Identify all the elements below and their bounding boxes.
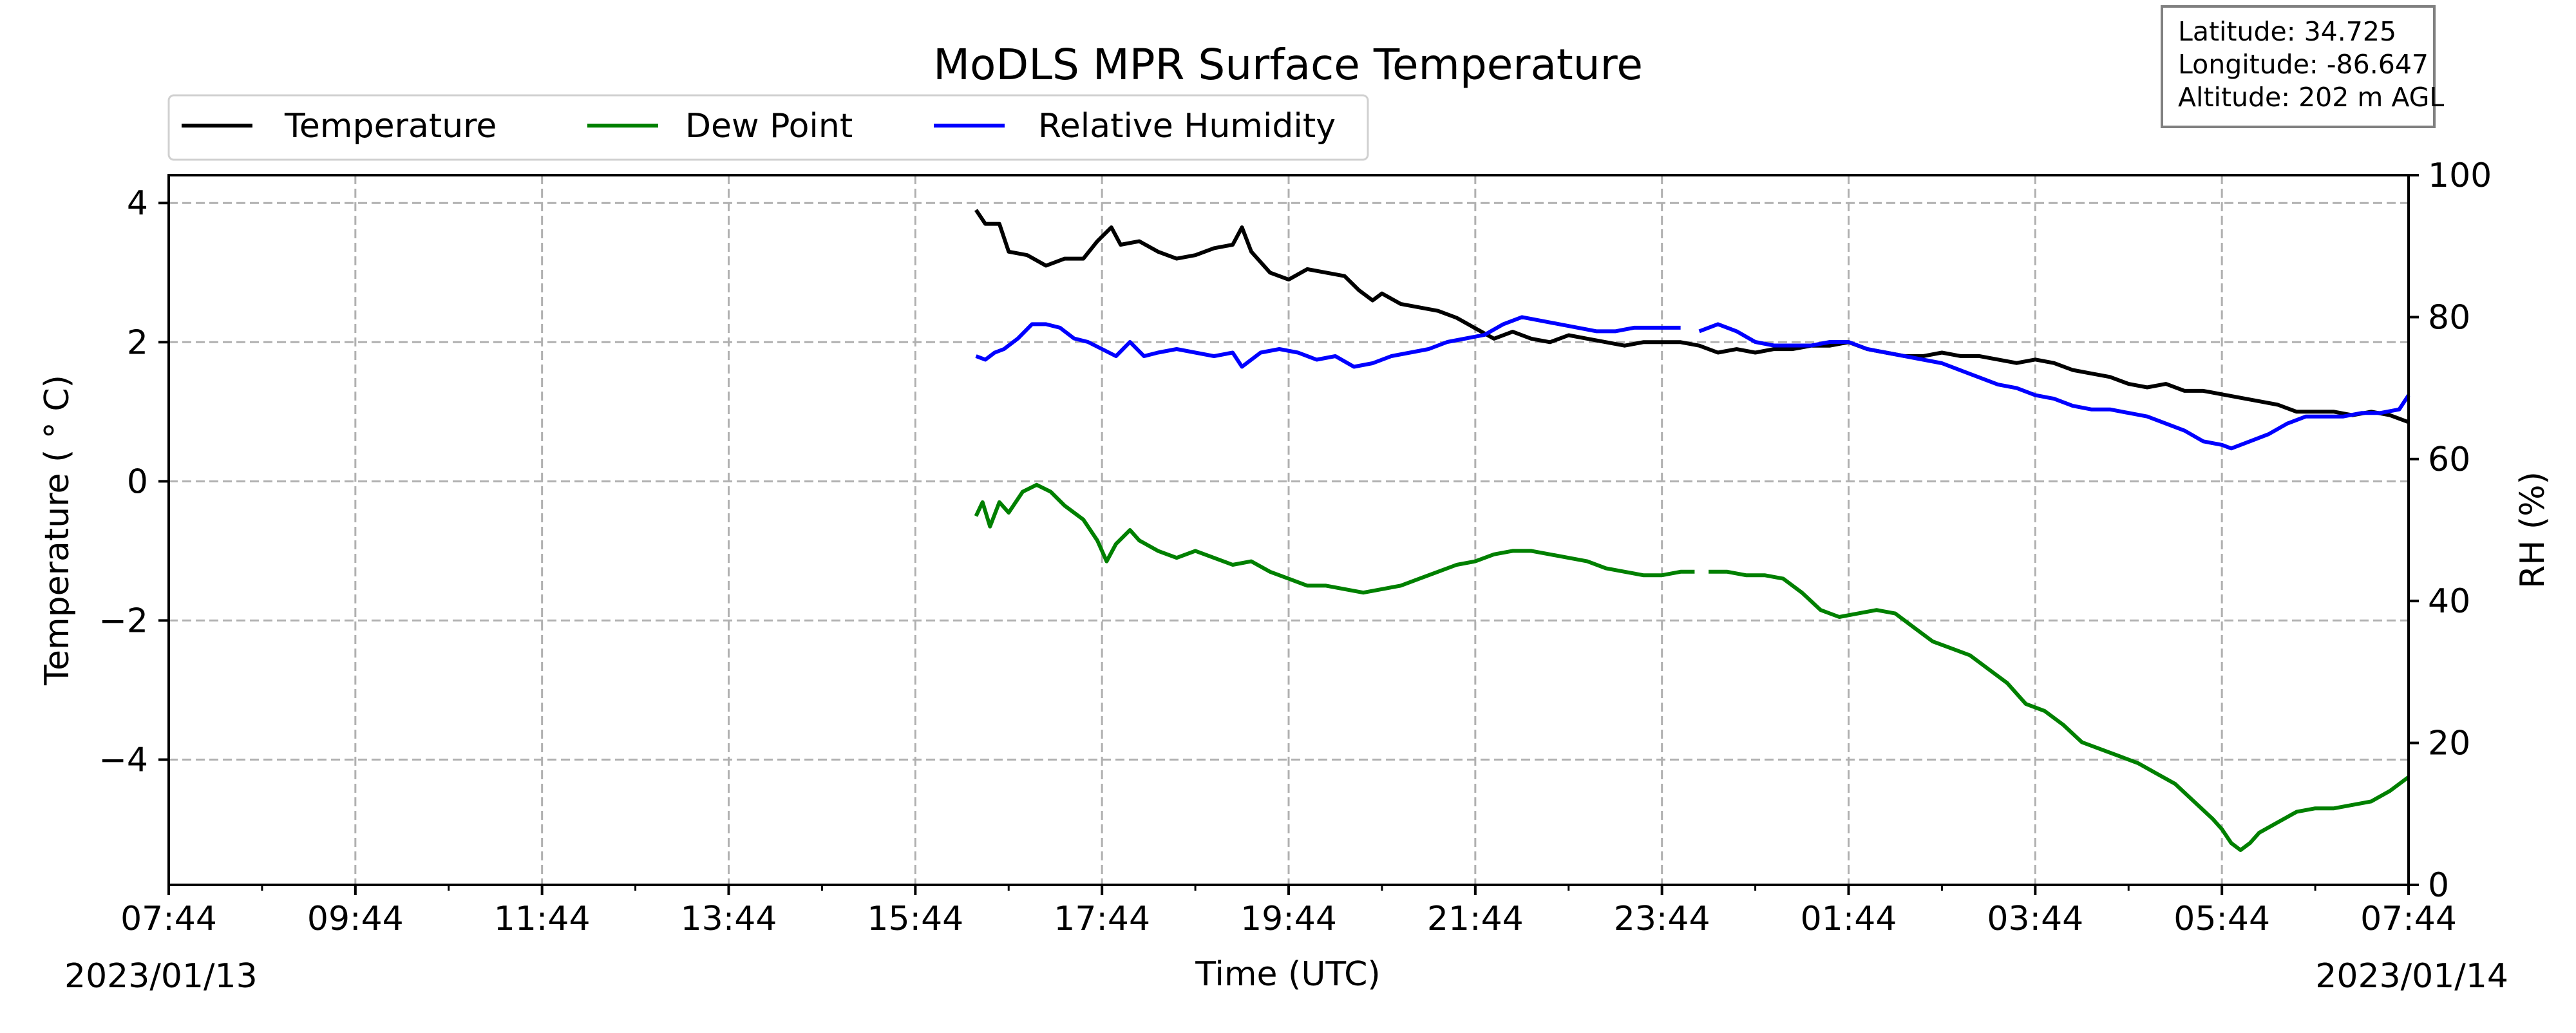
y-right-tick-label: 20 (2428, 725, 2470, 763)
x-tick-label: 07:44 (2360, 900, 2457, 938)
legend-frame (167, 94, 1369, 161)
y-right-tick-label: 0 (2428, 866, 2449, 905)
x-tick-label: 11:44 (494, 900, 591, 938)
date-end-label: 2023/01/14 (2315, 957, 2508, 996)
series-line-temperature (974, 209, 2410, 424)
legend-label-dew-point: Dew Point (685, 107, 853, 146)
x-axis: 07:44 09:44 11:44 13:44 15:44 17:44 19:44 21:44… (120, 885, 2457, 938)
x-tick-label: 15:44 (867, 900, 963, 938)
y-left-tick-label: 4 (127, 184, 148, 223)
x-tick-label: 05:44 (2174, 900, 2270, 938)
y-left-tick-label: −2 (99, 602, 148, 640)
legend: Temperature Dew Point Relative Humidity (167, 94, 1369, 161)
y-left-tick-label: −4 (99, 741, 148, 780)
y-axis-right-label: RH (%) (2514, 471, 2552, 589)
x-tick-label: 01:44 (1801, 900, 1897, 938)
y-right-tick-label: 60 (2428, 441, 2470, 479)
y-right-tick-label: 80 (2428, 298, 2470, 337)
y-axis-left-label: Temperature ( ° C) (38, 375, 77, 686)
x-tick-label: 19:44 (1240, 900, 1337, 938)
y-left-tick-label: 2 (127, 323, 148, 362)
longitude-text: Longitude: -86.647 (2178, 49, 2429, 80)
series-layer (974, 209, 2410, 852)
altitude-text: Altitude: 202 m AGL (2178, 82, 2444, 113)
location-info-box: Latitude: 34.725 Longitude: -86.647 Alti… (2161, 5, 2444, 128)
chart-title: MoDLS MPR Surface Temperature (933, 40, 1643, 90)
series-line-relative-humidity (975, 315, 2410, 451)
legend-label-relative-humidity: Relative Humidity (1038, 107, 1336, 146)
latitude-text: Latitude: 34.725 (2178, 16, 2396, 47)
x-tick-label: 17:44 (1054, 900, 1150, 938)
y-right-tick-label: 100 (2428, 156, 2492, 195)
x-tick-label: 23:44 (1614, 900, 1710, 938)
x-axis-label: Time (UTC) (1195, 955, 1380, 994)
x-tick-label: 03:44 (1987, 900, 2083, 938)
y-left-tick-label: 0 (127, 462, 148, 501)
x-tick-label: 13:44 (681, 900, 777, 938)
x-tick-label: 09:44 (307, 900, 404, 938)
y-right-tick-label: 40 (2428, 582, 2470, 621)
x-tick-label: 21:44 (1427, 900, 1524, 938)
y-axis-left: 4 2 0 −2 −4 (99, 184, 169, 780)
legend-label-temperature: Temperature (284, 107, 497, 146)
x-tick-label: 07:44 (120, 900, 217, 938)
location-info-frame (2161, 5, 2436, 128)
date-start-label: 2023/01/13 (64, 957, 258, 996)
series-line-dew-point (974, 482, 2410, 852)
y-axis-right: 100 80 60 40 20 0 (2409, 156, 2492, 905)
